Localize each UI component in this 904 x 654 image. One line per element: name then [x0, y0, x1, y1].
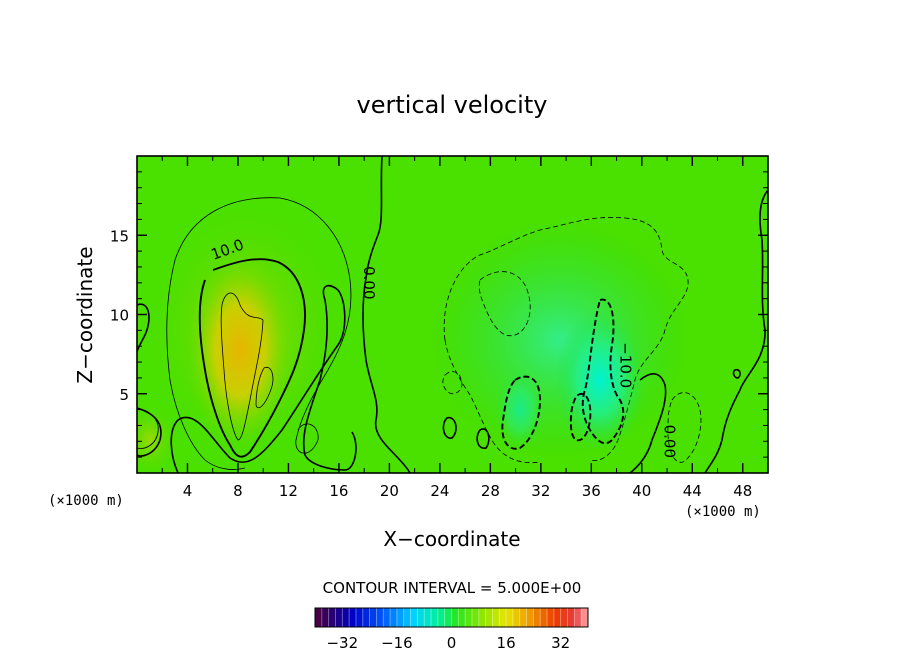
colorbar-cell-33: [540, 608, 548, 627]
colorbar-cell-34: [547, 608, 555, 627]
contour-plus15: [220, 292, 264, 441]
colorbar-cell-1: [321, 608, 329, 627]
x-tick-label-11: 48: [733, 482, 752, 500]
colorbar-tick-label-2: 0: [447, 634, 457, 652]
colorbar-cell-30: [519, 608, 527, 627]
contour-zero-small-3: [476, 428, 490, 449]
colorbar-cell-3: [335, 608, 343, 627]
contour-plus10: [198, 258, 306, 458]
downdraft-core-2: [495, 370, 545, 450]
contour-label-2: −10.0: [616, 342, 634, 388]
colorbar-cell-2: [328, 608, 336, 627]
x-tick-label-5: 24: [430, 482, 449, 500]
colorbar-cell-27: [499, 608, 507, 627]
colorbar-cell-37: [567, 608, 575, 627]
colorbar-cell-10: [383, 608, 391, 627]
colorbar-tick-label-4: 32: [551, 634, 570, 652]
colorbar-cell-6: [355, 608, 364, 627]
contour-minus5-right: [667, 392, 702, 463]
colorbar-tick-label-1: −16: [381, 634, 413, 652]
x-tick-label-3: 16: [329, 482, 348, 500]
x-axis-label: X−coordinate: [383, 527, 520, 551]
contour-minus10-main: [581, 298, 625, 445]
colorbar-cell-7: [362, 608, 370, 627]
contour-label-3: 0.00: [661, 425, 679, 458]
x-axis-ticks: 4 8 12 16 20 24 28 32 36 40 44 48: [161, 156, 752, 500]
colorbar-cell-26: [492, 608, 500, 627]
colorbar-cell-18: [437, 608, 445, 627]
contour-label-1: 0.00: [360, 266, 378, 299]
y-tick-label-2: 15: [110, 227, 129, 245]
y-tick-label-1: 10: [110, 307, 129, 325]
colorbar-cell-8: [369, 608, 377, 627]
contour-labels: 10.00.00−10.00.00: [209, 235, 679, 458]
colorbar-cell-11: [390, 608, 398, 627]
downdraft-halo: [430, 220, 690, 460]
colorbar-cell-35: [553, 608, 561, 627]
contour-zero-main: [362, 156, 411, 473]
y-tick-label-0: 5: [119, 386, 129, 404]
colorbar-cell-5: [349, 608, 357, 627]
x-tick-label-9: 40: [632, 482, 651, 500]
colorbar-cell-9: [376, 608, 384, 627]
colorbar: [314, 607, 589, 628]
colorbar-cell-39: [581, 608, 589, 627]
contour-zero-small-1: [442, 416, 457, 439]
x-units-left: (×1000 m): [48, 493, 124, 509]
x-tick-label-6: 28: [481, 482, 500, 500]
plot-area: 10.00.00−10.00.00: [136, 155, 769, 474]
x-tick-label-1: 8: [233, 482, 243, 500]
colorbar-cell-28: [506, 608, 514, 627]
colorbar-tick-label-3: 16: [497, 634, 516, 652]
colorbar-cell-13: [403, 608, 411, 627]
colorbar-cell-29: [512, 608, 521, 627]
colorbar-cell-16: [424, 608, 432, 627]
contour-plus5: [166, 197, 352, 470]
contour-minus5-outer: [443, 217, 689, 464]
colorbar-cell-31: [526, 608, 534, 627]
contour-zero-right: [704, 189, 768, 473]
contour-minus10-a: [501, 375, 541, 450]
x-tick-label-10: 44: [683, 482, 702, 500]
colorbar-cell-0: [315, 608, 323, 627]
colorbar-cell-32: [533, 608, 541, 627]
colorbar-cell-17: [431, 608, 439, 627]
x-units-right: (×1000 m): [685, 504, 761, 520]
x-tick-label-4: 20: [380, 482, 399, 500]
colorbar-cell-22: [465, 608, 473, 627]
contour-zero-small-2: [629, 373, 667, 473]
colorbar-cell-14: [410, 608, 418, 627]
x-tick-label-2: 12: [279, 482, 298, 500]
y-axis-label: Z−coordinate: [73, 246, 97, 383]
colorbar-cell-12: [396, 608, 405, 627]
contour-interval: CONTOUR INTERVAL = 5.000E+00: [323, 579, 582, 597]
contour-minus5-small: [442, 371, 463, 395]
chart-title: vertical velocity: [357, 91, 548, 119]
contour-zero-small-4: [732, 368, 741, 379]
colorbar-cell-24: [478, 608, 486, 627]
colorbar-cell-19: [444, 608, 452, 627]
x-tick-label-0: 4: [183, 482, 193, 500]
contour-minus5-inner: [478, 271, 531, 337]
colorbar-cell-23: [471, 608, 480, 627]
colorbar-tick-label-0: −32: [326, 634, 358, 652]
x-tick-label-8: 36: [582, 482, 601, 500]
colorbar-cell-15: [417, 608, 425, 627]
contour-zero-updraft: [170, 284, 357, 473]
colorbar-cell-38: [574, 608, 582, 627]
contour-plus5-left: [137, 407, 159, 449]
colorbar-cell-20: [451, 608, 459, 627]
colorbar-cell-36: [560, 608, 568, 627]
downdraft-core: [555, 310, 645, 450]
contour-minus10-b: [569, 392, 592, 442]
y-axis-ticks: 5 10 15: [110, 171, 768, 458]
colorbar-ticks: −32 −16 0 16 32: [326, 634, 570, 652]
colorbar-cell-4: [342, 608, 350, 627]
colorbar-frame: [314, 607, 589, 628]
x-tick-label-7: 32: [531, 482, 550, 500]
colorbar-cell-21: [458, 608, 466, 627]
contour-plus15-small: [255, 366, 274, 409]
colorbar-cell-25: [485, 608, 493, 627]
